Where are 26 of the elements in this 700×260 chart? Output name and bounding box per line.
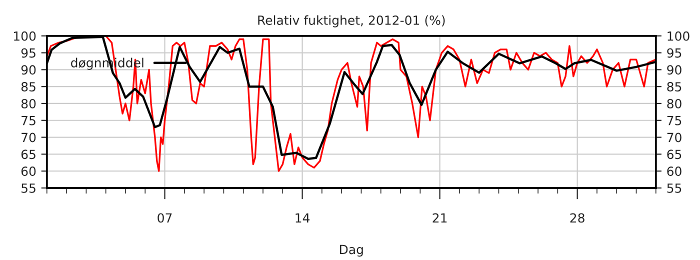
y-tick-label: 70	[22, 132, 36, 142]
y2-tick-label: 60	[667, 166, 682, 176]
y-tick-label: 90	[21, 65, 36, 75]
y-tick-label: 60	[21, 166, 36, 176]
x-tick-label: 14	[296, 213, 310, 222]
y2-tick-label: 90	[667, 65, 682, 75]
y-tick-label: 85	[21, 82, 36, 92]
y2-tick-label: 70	[667, 132, 682, 142]
y2-tick-label: 80	[667, 98, 682, 108]
x-axis-title: Dag	[340, 244, 363, 257]
x-tick-label: 21	[432, 213, 447, 222]
x-tick-label: 28	[570, 213, 584, 223]
chart-title: Relativ fuktighet, 2012-01 (%)	[258, 15, 445, 28]
y-tick-label: 80	[21, 98, 36, 108]
y2-tick-label: 65	[667, 150, 682, 160]
x-tick-label: 07	[158, 213, 172, 223]
y2-tick-label: 95	[667, 48, 682, 58]
y-tick-label: 95	[21, 48, 36, 58]
y-tick-label: 65	[21, 150, 36, 160]
y-tick-label: 100	[14, 31, 36, 41]
y-tick-label: 75	[22, 116, 36, 126]
y2-tick-label: 100	[668, 31, 690, 41]
y-tick-label: 55	[22, 184, 36, 193]
y2-tick-label: 75	[667, 116, 682, 126]
y2-tick-label: 55	[667, 184, 682, 193]
y2-tick-label: 85	[667, 82, 682, 92]
